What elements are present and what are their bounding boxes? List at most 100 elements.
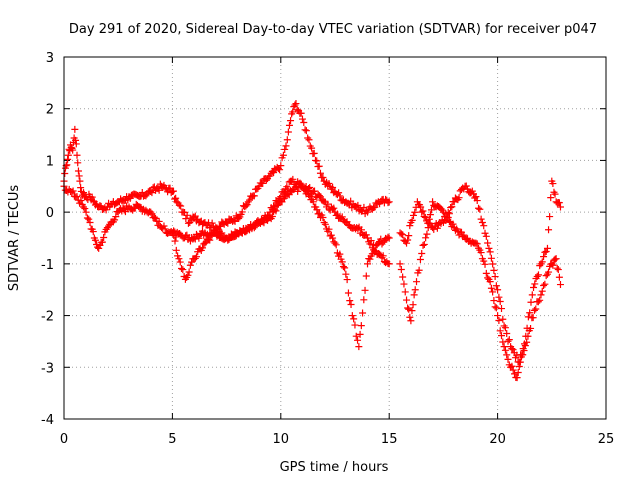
data-point <box>69 146 77 154</box>
data-point-interp <box>482 232 490 240</box>
data-point-interp <box>77 184 85 192</box>
data-point-interp <box>186 261 194 269</box>
data-point-interp <box>501 346 509 354</box>
data-point <box>353 203 361 211</box>
data-point-interp <box>430 225 438 233</box>
data-point <box>494 286 502 294</box>
data-point-interp <box>332 241 340 249</box>
data-point-interp <box>449 220 457 228</box>
data-point-interp <box>553 264 561 272</box>
data-point-interp <box>238 208 246 216</box>
data-point-interp <box>455 194 463 202</box>
data-point <box>478 218 486 226</box>
y-axis-label: SDTVAR / TECUs <box>7 185 22 292</box>
data-point-interp <box>419 241 427 249</box>
data-point-interp <box>399 231 407 239</box>
data-point-interp <box>356 330 364 338</box>
data-point-interp <box>379 252 387 260</box>
data-point-interp <box>547 194 555 202</box>
data-point <box>556 203 564 211</box>
data-point-interp <box>427 206 435 214</box>
data-point-interp <box>111 216 119 224</box>
data-point <box>418 250 426 258</box>
data-point-interp <box>504 355 512 363</box>
data-point <box>175 255 183 263</box>
data-point <box>515 358 523 366</box>
data-point-interp <box>549 180 557 188</box>
data-point-interp <box>492 282 500 290</box>
data-point-interp <box>179 266 187 274</box>
data-point-interp <box>192 253 200 261</box>
data-point-interp <box>85 215 93 223</box>
data-point-interp <box>519 345 527 353</box>
data-point-interp <box>285 121 293 129</box>
data-point-interp <box>341 264 349 272</box>
data-point <box>86 218 94 226</box>
data-point-interp <box>161 225 169 233</box>
data-point <box>528 291 536 299</box>
data-point-interp <box>338 258 346 266</box>
data-point-interp <box>271 206 279 214</box>
data-point-interp <box>426 211 434 219</box>
data-point-interp <box>172 194 180 202</box>
data-point <box>80 203 88 211</box>
data-point <box>309 198 317 206</box>
data-point-interp <box>489 288 497 296</box>
data-point-interp <box>554 266 562 274</box>
data-point-interp <box>293 106 301 114</box>
data-point-interp <box>541 280 549 288</box>
y-tick-label: -4 <box>41 413 54 428</box>
data-point-interp <box>400 280 408 288</box>
data-point-interp <box>315 162 323 170</box>
data-point-interp <box>230 216 238 224</box>
data-point <box>403 296 411 304</box>
data-point-interp <box>242 228 250 236</box>
data-point-interp <box>330 204 338 212</box>
data-point-interp <box>354 225 362 233</box>
data-point-interp <box>447 204 455 212</box>
data-point-interp <box>327 185 335 193</box>
data-point-interp <box>170 231 178 239</box>
data-point-interp <box>443 213 451 221</box>
data-point-interp <box>499 315 507 323</box>
data-point-interp <box>126 194 134 202</box>
y-tick-label: -2 <box>41 310 54 325</box>
data-point-interp <box>183 211 191 219</box>
data-point-interp <box>486 248 494 256</box>
data-point-interp <box>68 188 76 196</box>
data-point-interp <box>362 231 370 239</box>
data-point-interp <box>278 198 286 206</box>
data-point-interp <box>64 155 72 163</box>
data-point-interp <box>354 336 362 344</box>
data-point-interp <box>184 271 192 279</box>
data-point-interp <box>195 234 203 242</box>
data-point-interp <box>91 236 99 244</box>
data-point <box>201 239 209 247</box>
data-point-interp <box>422 234 430 242</box>
x-tick-label: 20 <box>489 432 506 447</box>
data-point-interp <box>262 176 270 184</box>
data-point-interp <box>514 368 522 376</box>
data-point-interp <box>481 260 489 268</box>
data-point-interp <box>311 187 319 195</box>
chart-title: Day 291 of 2020, Sidereal Day-to-day VTE… <box>69 22 597 37</box>
data-point-interp <box>169 187 177 195</box>
data-point-interp <box>476 205 484 213</box>
data-points <box>60 100 564 382</box>
data-point-interp <box>487 254 495 262</box>
data-point-interp <box>178 265 186 273</box>
data-point <box>385 260 393 268</box>
data-point-interp <box>371 203 379 211</box>
data-point <box>364 234 372 242</box>
data-point-interp <box>532 305 540 313</box>
data-point-interp <box>503 330 511 338</box>
data-point-interp <box>185 268 193 276</box>
data-point-interp <box>526 309 534 317</box>
data-point-interp <box>276 166 284 174</box>
data-point <box>385 234 393 242</box>
data-point-interp <box>397 266 405 274</box>
series-trace-b <box>60 175 393 351</box>
data-point-interp <box>409 301 417 309</box>
data-point-interp <box>100 234 108 242</box>
